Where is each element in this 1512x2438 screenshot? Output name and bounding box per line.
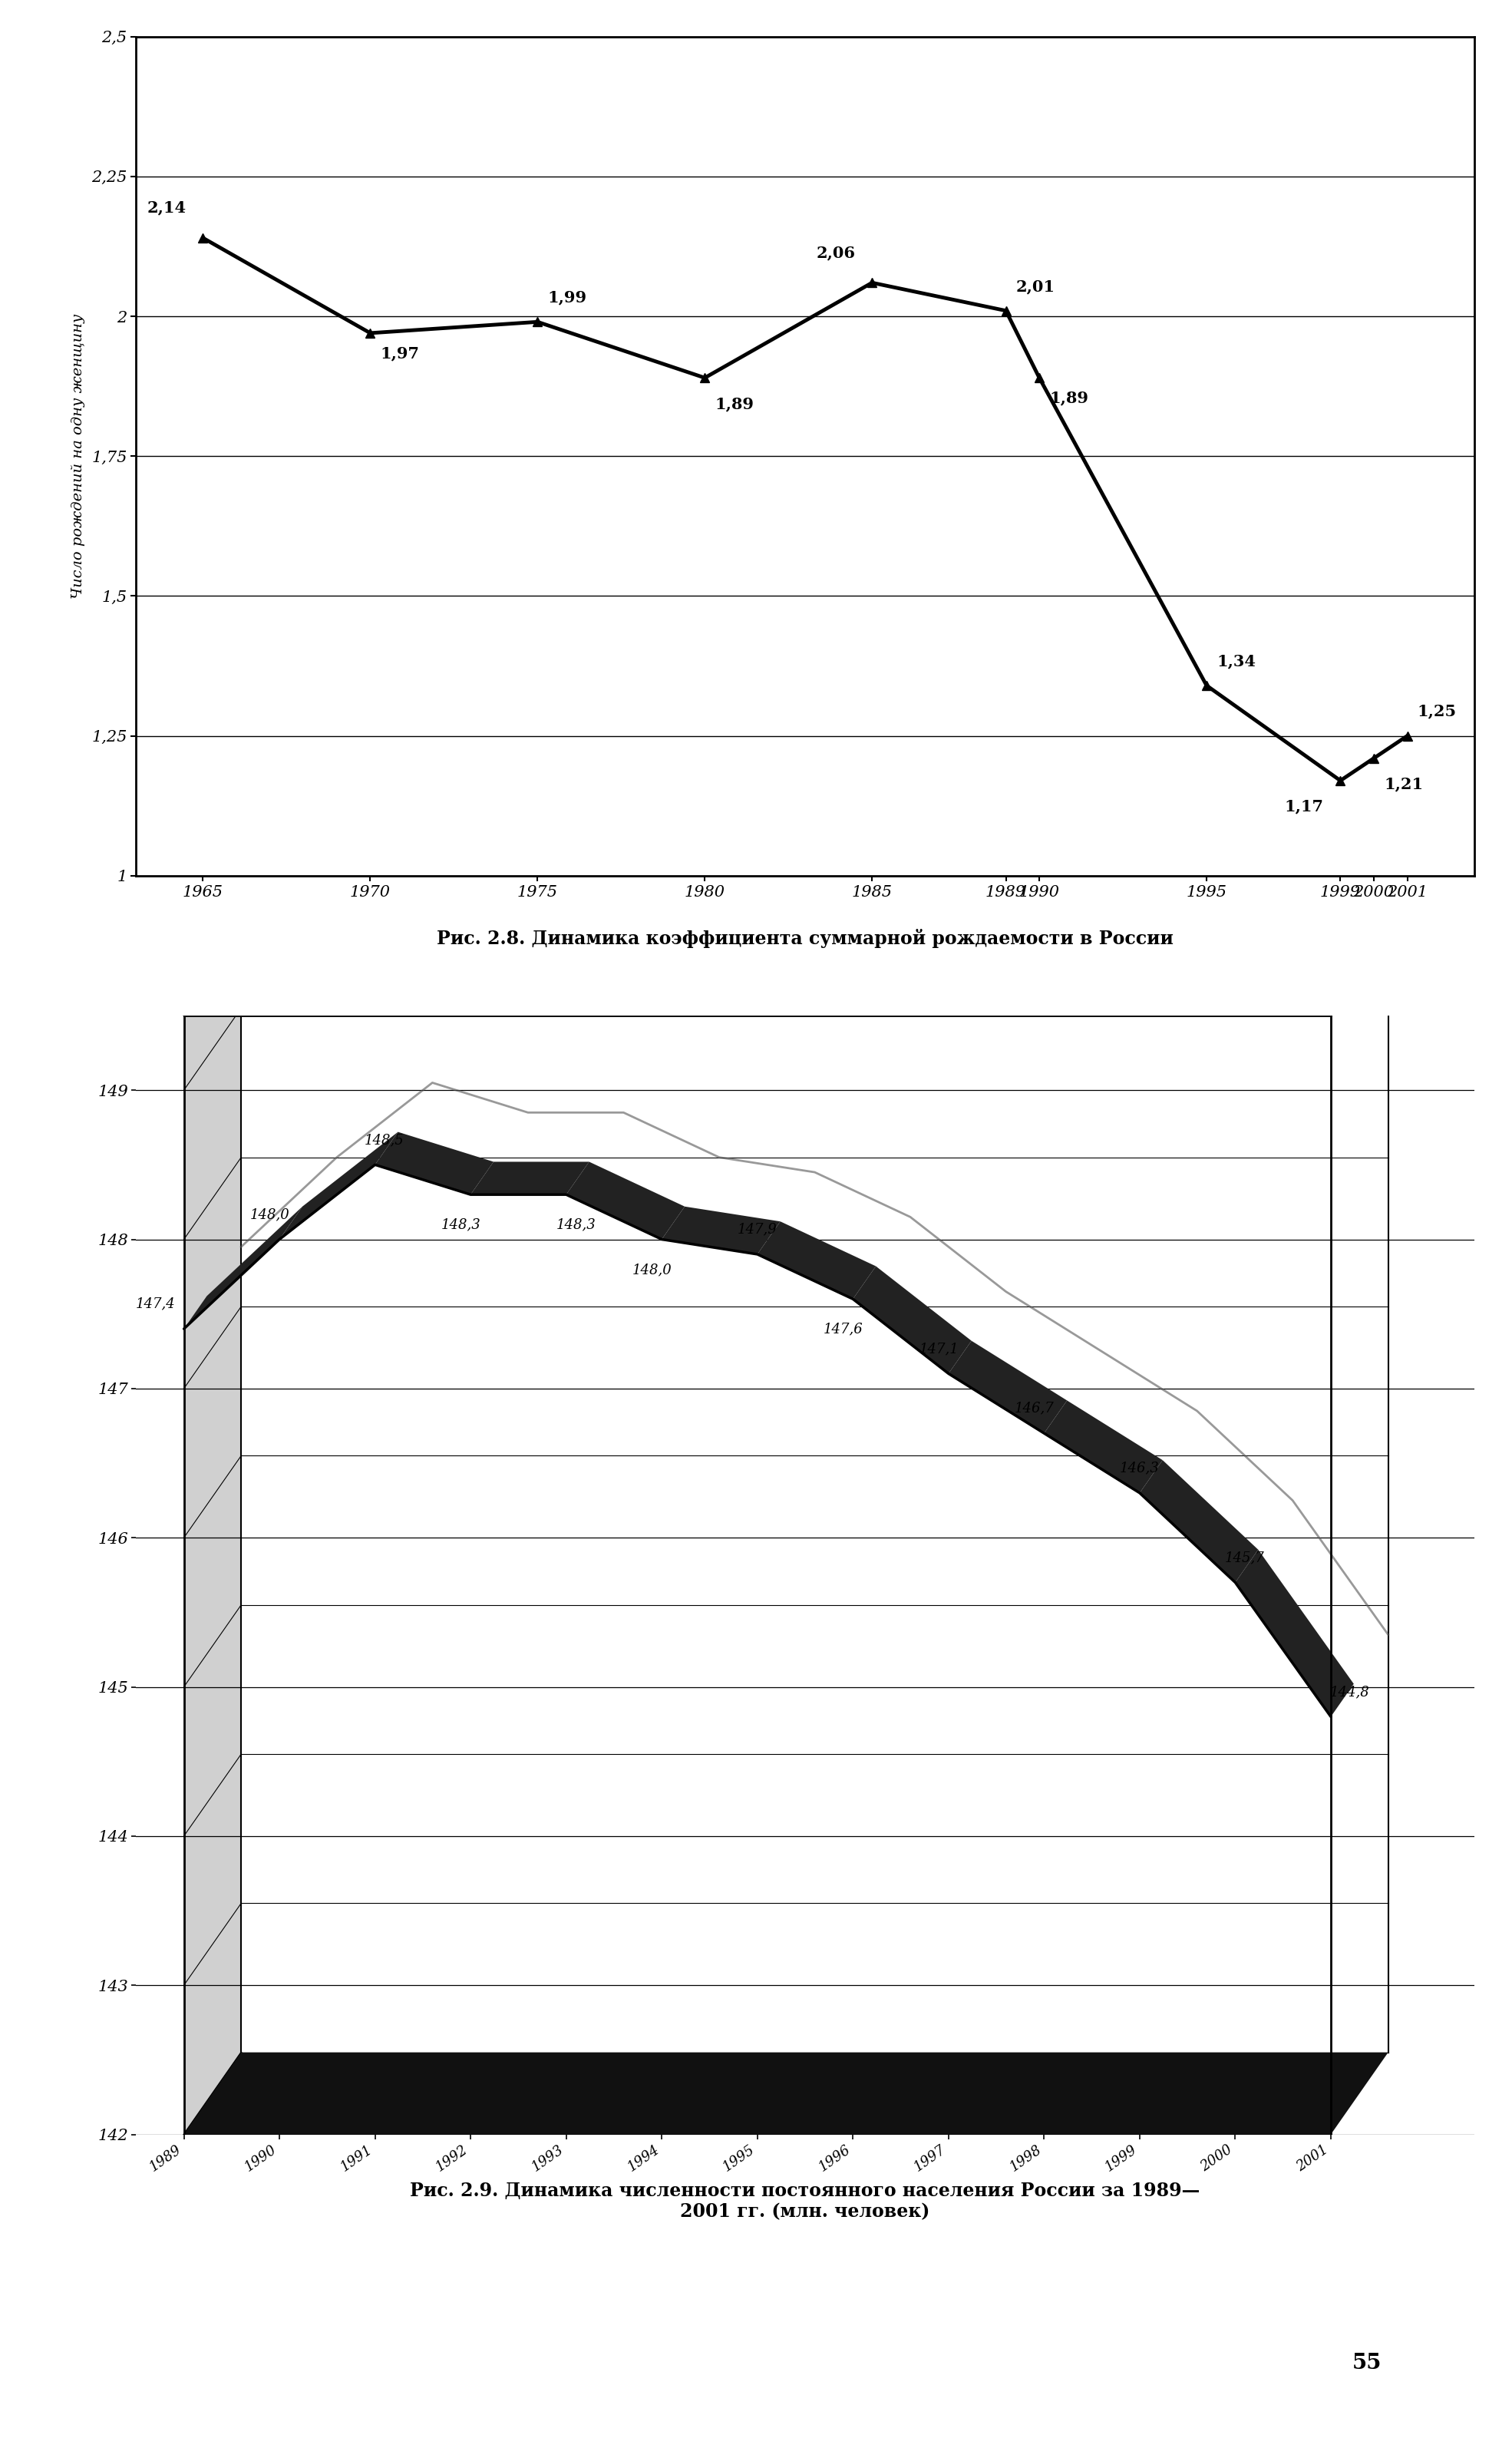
Text: 55: 55 [1352, 2353, 1382, 2375]
Text: 1,17: 1,17 [1285, 800, 1323, 814]
Text: 148,0: 148,0 [249, 1207, 290, 1221]
Polygon shape [853, 1265, 971, 1373]
Text: 1,25: 1,25 [1417, 705, 1456, 719]
Polygon shape [280, 1131, 398, 1239]
Text: 1,99: 1,99 [547, 290, 587, 305]
Polygon shape [1045, 1399, 1163, 1492]
Text: 1,97: 1,97 [381, 346, 419, 361]
Polygon shape [375, 1131, 493, 1195]
Text: 2,06: 2,06 [816, 244, 856, 261]
Text: 148,3: 148,3 [442, 1219, 481, 1231]
Text: 148,5: 148,5 [364, 1134, 404, 1146]
Polygon shape [184, 934, 1388, 1017]
Text: 1,21: 1,21 [1383, 775, 1423, 792]
Polygon shape [184, 2053, 1388, 2133]
Y-axis label: Число рождений на одну женщину: Число рождений на одну женщину [71, 315, 85, 600]
Polygon shape [470, 1163, 590, 1195]
Text: 146,7: 146,7 [1015, 1402, 1054, 1416]
Polygon shape [565, 1163, 685, 1239]
Text: 147,4: 147,4 [136, 1297, 175, 1312]
Text: 148,3: 148,3 [556, 1219, 596, 1231]
Polygon shape [184, 1207, 302, 1329]
Text: Рис. 2.8. Динамика коэффициента суммарной рождаемости в России: Рис. 2.8. Динамика коэффициента суммарно… [437, 929, 1173, 948]
Text: 2,14: 2,14 [147, 200, 186, 215]
Text: 145,7: 145,7 [1225, 1551, 1264, 1565]
Polygon shape [662, 1207, 780, 1253]
Text: 147,1: 147,1 [919, 1341, 959, 1356]
Text: 2,01: 2,01 [1016, 278, 1055, 295]
Text: 144,8: 144,8 [1331, 1685, 1370, 1699]
Text: 1,89: 1,89 [715, 395, 754, 412]
Polygon shape [1235, 1551, 1353, 1716]
Text: 146,3: 146,3 [1120, 1460, 1160, 1475]
Text: 1,89: 1,89 [1049, 390, 1089, 405]
Text: 1,34: 1,34 [1217, 653, 1256, 668]
Polygon shape [1140, 1460, 1258, 1582]
Polygon shape [184, 934, 242, 2133]
Text: 148,0: 148,0 [632, 1263, 671, 1278]
Text: 147,9: 147,9 [738, 1221, 777, 1236]
Text: Рис. 2.9. Динамика численности постоянного населения России за 1989—
2001 гг. (м: Рис. 2.9. Динамика численности постоянно… [410, 2182, 1201, 2221]
Text: 147,6: 147,6 [824, 1321, 863, 1336]
Polygon shape [948, 1341, 1067, 1434]
Polygon shape [758, 1221, 875, 1299]
